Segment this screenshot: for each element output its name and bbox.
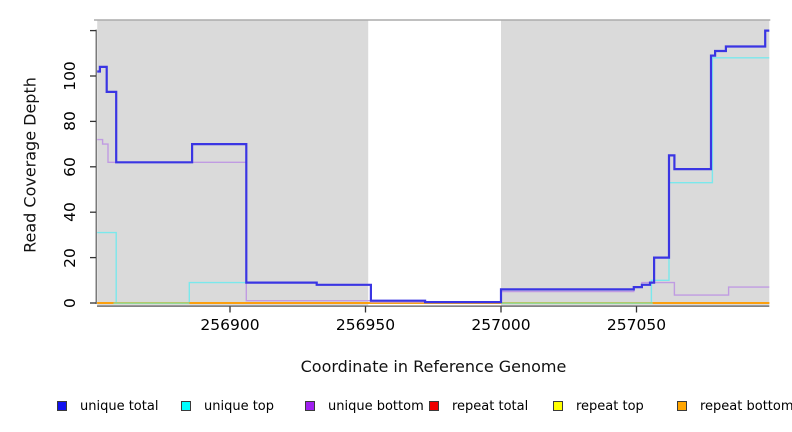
legend-item-repeat-total: repeat total: [429, 397, 528, 415]
y-tick-label-0: 0: [61, 298, 79, 308]
legend-item-unique-top: unique top: [181, 397, 274, 415]
legend-item-unique-bottom: unique bottom: [305, 397, 424, 415]
y-tick-label-100: 100: [61, 61, 79, 91]
series-line-unique-total: [97, 29, 770, 304]
legend-label-repeat-total: repeat total: [452, 398, 529, 414]
legend-item-repeat-top: repeat top: [553, 397, 644, 415]
y-tick-label-80: 80: [61, 111, 79, 132]
legend-label-repeat-bottom: repeat bottom: [700, 398, 792, 414]
legend-label-unique-total: unique total: [80, 398, 159, 414]
shaded-region-1: [501, 20, 770, 306]
x-tick-label-257050: 257050: [606, 316, 667, 334]
y-axis-title: Read Coverage Depth: [20, 77, 40, 253]
legend-swatch-unique-total: [57, 401, 67, 411]
legend-swatch-repeat-bottom: [677, 401, 687, 411]
legend-label-unique-bottom: unique bottom: [328, 398, 424, 414]
y-tick-label-40: 40: [61, 202, 79, 223]
legend-label-repeat-top: repeat top: [576, 398, 644, 414]
legend-swatch-repeat-top: [553, 401, 563, 411]
legend-label-unique-top: unique top: [204, 398, 275, 414]
x-tick-label-256900: 256900: [200, 316, 260, 334]
x-tick-label-256950: 256950: [335, 316, 396, 334]
legend-swatch-unique-bottom: [305, 401, 315, 411]
legend-swatch-repeat-total: [429, 401, 439, 411]
y-tick-label-60: 60: [61, 156, 79, 177]
x-tick-label-257000: 257000: [471, 316, 531, 334]
x-axis-title: Coordinate in Reference Genome: [300, 357, 567, 376]
legend-item-repeat-bottom: repeat bottom: [677, 397, 792, 415]
legend-item-unique-total: unique total: [57, 397, 158, 415]
y-tick-label-20: 20: [61, 247, 79, 268]
legend-swatch-unique-top: [181, 401, 191, 411]
